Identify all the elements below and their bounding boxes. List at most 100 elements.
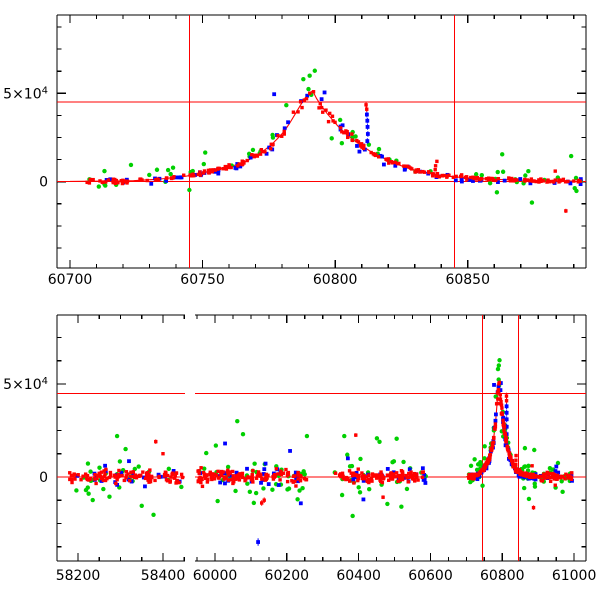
data-point <box>394 436 399 441</box>
data-point <box>258 152 263 156</box>
data-point <box>236 475 241 479</box>
data-point <box>420 475 425 479</box>
data-point <box>560 489 565 495</box>
data-point <box>349 463 355 469</box>
data-point <box>553 483 557 487</box>
data-point <box>489 448 494 453</box>
data-point <box>262 467 267 472</box>
data-point <box>330 114 335 118</box>
data-point <box>393 163 398 168</box>
data-point <box>137 474 141 478</box>
data-point <box>198 170 202 174</box>
data-point <box>406 480 410 484</box>
data-point <box>488 452 493 457</box>
data-point <box>469 175 473 180</box>
data-point <box>356 476 361 481</box>
data-point <box>418 170 422 174</box>
data-point <box>180 475 185 480</box>
data-point <box>356 467 360 471</box>
data-point <box>377 439 382 444</box>
data-point <box>433 164 438 168</box>
data-point <box>174 471 179 475</box>
data-point <box>272 475 276 479</box>
data-point <box>511 462 515 467</box>
data-point <box>488 455 492 459</box>
data-point <box>473 172 479 177</box>
data-point <box>88 469 93 474</box>
data-point <box>154 177 158 182</box>
data-point <box>124 476 128 480</box>
data-point <box>552 472 556 477</box>
data-point <box>131 470 136 474</box>
data-point <box>487 180 493 186</box>
data-point <box>270 135 276 140</box>
data-point <box>248 155 253 160</box>
data-point <box>400 472 405 476</box>
data-point <box>498 388 503 393</box>
data-point <box>70 473 75 478</box>
data-point <box>331 119 335 123</box>
data-point <box>365 132 370 136</box>
data-point <box>173 473 177 477</box>
data-point <box>117 468 121 473</box>
data-point <box>154 439 158 444</box>
data-point <box>226 473 231 477</box>
data-point <box>354 433 358 437</box>
data-point <box>532 447 537 453</box>
data-point <box>511 465 515 469</box>
red-guide-lines <box>57 15 586 268</box>
data-point <box>251 500 257 506</box>
data-point <box>564 209 568 213</box>
data-point <box>123 446 128 452</box>
data-point <box>103 463 107 468</box>
data-point <box>212 477 217 481</box>
data-point <box>480 177 484 181</box>
data-point <box>133 473 137 477</box>
x-tick-label: 60700 <box>48 272 93 288</box>
data-point <box>252 154 256 159</box>
data-point <box>537 178 541 182</box>
data-point <box>528 181 533 186</box>
data-point <box>387 161 391 165</box>
data-point <box>93 473 97 477</box>
top-panel-points-green <box>87 68 583 205</box>
data-point <box>352 471 356 475</box>
data-point <box>221 167 225 171</box>
data-point <box>196 469 200 473</box>
data-point <box>113 473 117 478</box>
data-point <box>349 471 353 475</box>
data-point <box>268 146 273 151</box>
data-point <box>518 177 523 181</box>
data-point <box>113 177 117 182</box>
data-point <box>360 476 365 481</box>
data-point <box>141 470 145 474</box>
data-point <box>230 469 235 474</box>
data-point <box>497 382 501 386</box>
data-point <box>256 540 260 544</box>
data-point <box>530 473 535 477</box>
data-point <box>104 178 109 182</box>
data-point <box>119 470 124 475</box>
data-point <box>423 481 428 485</box>
data-point <box>578 179 582 183</box>
data-point <box>348 479 352 483</box>
bottom-panel-points-green <box>74 358 573 519</box>
data-point <box>559 479 564 484</box>
data-point <box>68 477 72 482</box>
data-point <box>208 168 213 172</box>
data-point <box>396 479 400 483</box>
data-point <box>405 164 409 168</box>
data-point <box>266 482 271 486</box>
top-panel-points-blue <box>104 90 583 186</box>
data-point <box>114 473 119 477</box>
data-point <box>158 474 163 479</box>
data-point <box>148 468 152 472</box>
data-point <box>353 475 357 480</box>
data-point <box>550 475 555 479</box>
data-point <box>528 179 532 183</box>
data-point <box>240 472 244 476</box>
data-point <box>234 470 239 475</box>
data-point <box>413 170 417 174</box>
data-point <box>102 168 107 174</box>
